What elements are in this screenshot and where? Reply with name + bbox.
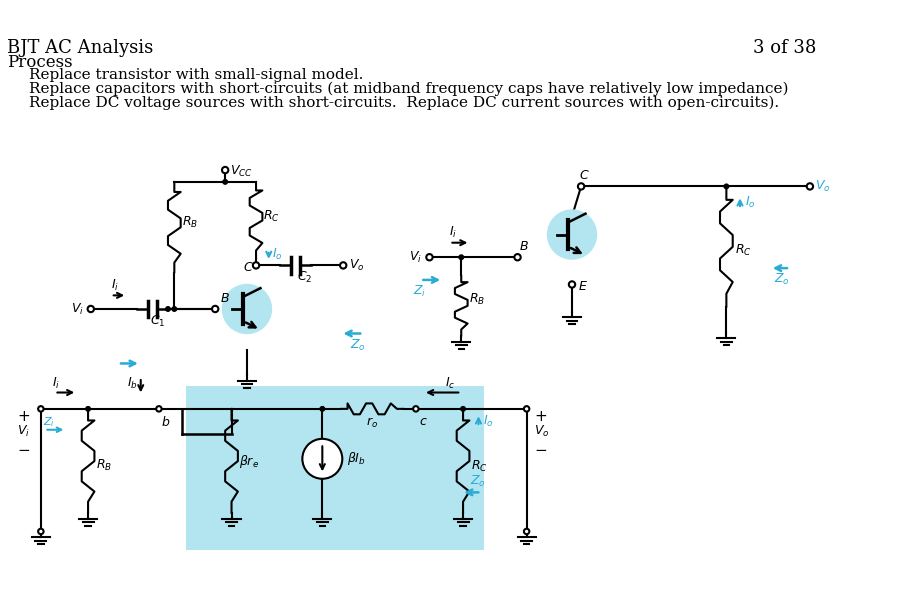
- Text: $I_o$: $I_o$: [483, 414, 493, 429]
- Circle shape: [578, 183, 584, 190]
- Text: $R_C$: $R_C$: [735, 242, 751, 258]
- Circle shape: [223, 179, 228, 184]
- Text: $R_C$: $R_C$: [472, 459, 488, 474]
- Text: $C_2$: $C_2$: [297, 270, 312, 285]
- Text: 3 of 38: 3 of 38: [753, 39, 816, 57]
- Text: $Z_i$: $Z_i$: [413, 284, 426, 299]
- Circle shape: [320, 407, 325, 411]
- Text: $C$: $C$: [580, 169, 590, 182]
- Circle shape: [340, 263, 346, 269]
- Circle shape: [253, 263, 259, 269]
- Text: $V_o$: $V_o$: [815, 179, 831, 194]
- Text: $+$: $+$: [17, 408, 30, 423]
- Circle shape: [38, 406, 44, 411]
- Circle shape: [514, 254, 521, 260]
- Text: $I_c$: $I_c$: [445, 376, 455, 391]
- Text: $V_{CC}$: $V_{CC}$: [229, 163, 252, 179]
- Circle shape: [724, 184, 728, 189]
- Text: $I_i$: $I_i$: [111, 278, 119, 293]
- Text: $Z_i$: $Z_i$: [43, 416, 54, 429]
- Circle shape: [156, 406, 161, 411]
- Text: $R_C$: $R_C$: [263, 209, 280, 224]
- Text: $b$: $b$: [161, 414, 170, 429]
- Circle shape: [172, 307, 177, 311]
- Circle shape: [222, 167, 229, 173]
- Text: Process: Process: [7, 54, 73, 71]
- Text: $Z_o$: $Z_o$: [774, 272, 789, 288]
- Text: $I_o$: $I_o$: [745, 195, 756, 210]
- Text: $R_B$: $R_B$: [470, 292, 485, 307]
- Text: BJT AC Analysis: BJT AC Analysis: [7, 39, 153, 57]
- Text: $E$: $E$: [579, 280, 589, 293]
- Circle shape: [86, 407, 91, 411]
- FancyBboxPatch shape: [186, 386, 484, 550]
- Text: Replace transistor with small-signal model.: Replace transistor with small-signal mod…: [29, 68, 364, 83]
- Text: $V_o$: $V_o$: [348, 258, 364, 273]
- Text: $+$: $+$: [534, 408, 547, 423]
- Text: $I_b$: $I_b$: [127, 376, 138, 391]
- Text: $I_i$: $I_i$: [52, 376, 60, 391]
- Text: $-$: $-$: [17, 441, 30, 456]
- Circle shape: [461, 407, 465, 411]
- Text: $c$: $c$: [418, 415, 427, 428]
- Circle shape: [806, 183, 813, 190]
- Text: $B$: $B$: [520, 240, 529, 253]
- Circle shape: [38, 529, 44, 534]
- Text: $I_o$: $I_o$: [272, 247, 283, 262]
- Text: $\beta I_b$: $\beta I_b$: [346, 450, 366, 467]
- Text: Replace DC voltage sources with short-circuits.  Replace DC current sources with: Replace DC voltage sources with short-ci…: [29, 96, 779, 110]
- Text: $C$: $C$: [243, 261, 254, 274]
- Circle shape: [88, 306, 94, 312]
- Circle shape: [569, 281, 575, 288]
- Text: $Z_o$: $Z_o$: [349, 338, 366, 353]
- Circle shape: [548, 210, 597, 259]
- Circle shape: [459, 255, 463, 260]
- Text: $R_B$: $R_B$: [182, 215, 199, 230]
- Text: $Z_o$: $Z_o$: [471, 474, 486, 489]
- Text: $R_B$: $R_B$: [96, 457, 112, 472]
- Text: $-$: $-$: [534, 441, 547, 456]
- Circle shape: [222, 285, 271, 334]
- Text: $r_o$: $r_o$: [366, 416, 378, 429]
- Text: $V_i$: $V_i$: [71, 301, 83, 316]
- Text: $V_i$: $V_i$: [17, 424, 30, 439]
- Circle shape: [524, 406, 530, 411]
- Text: Replace capacitors with short-circuits (at midband frequency caps have relativel: Replace capacitors with short-circuits (…: [29, 82, 788, 96]
- Text: $C_1$: $C_1$: [150, 314, 165, 329]
- Circle shape: [302, 439, 342, 479]
- Text: $B$: $B$: [219, 292, 229, 304]
- Circle shape: [413, 406, 418, 411]
- Text: $\beta r_e$: $\beta r_e$: [239, 453, 258, 470]
- Circle shape: [166, 307, 171, 311]
- Text: $I_i$: $I_i$: [450, 225, 457, 240]
- Text: $V_o$: $V_o$: [534, 424, 550, 439]
- Circle shape: [524, 529, 530, 534]
- Circle shape: [426, 254, 433, 260]
- Text: $V_i$: $V_i$: [409, 250, 422, 265]
- Circle shape: [212, 306, 219, 312]
